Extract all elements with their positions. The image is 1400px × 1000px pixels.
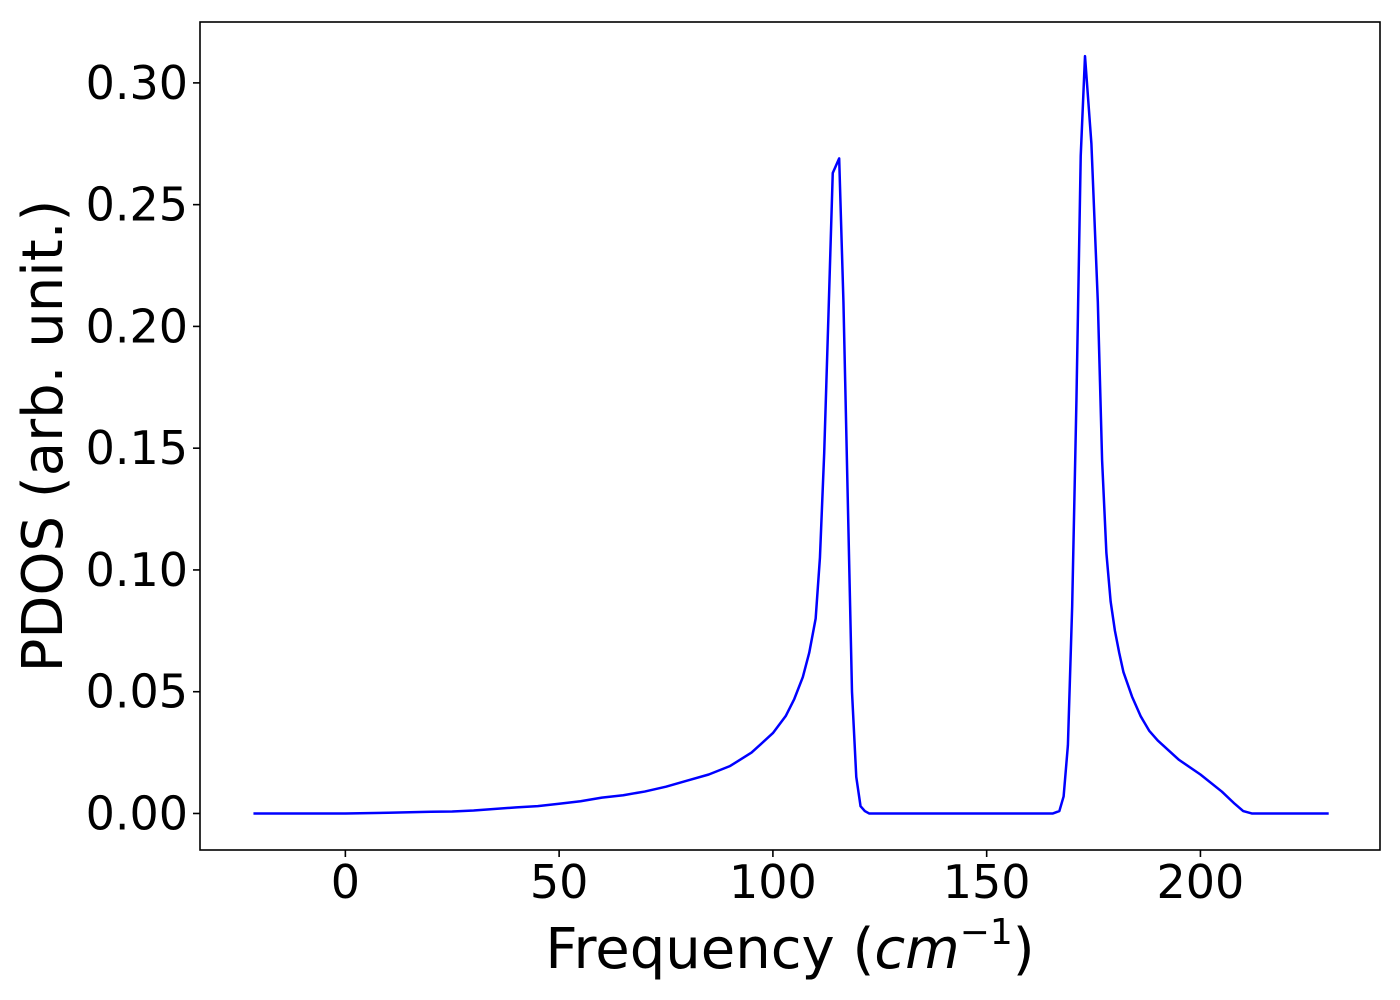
x-tick-label: 200 — [1157, 855, 1245, 909]
y-tick-label: 0.00 — [86, 786, 188, 840]
plot-frame — [199, 21, 1381, 851]
x-tick-label: 100 — [729, 855, 817, 909]
x-tick-label: 50 — [530, 855, 589, 909]
y-axis-title: PDOS (arb. unit.) — [11, 200, 76, 673]
y-tick-label: 0.05 — [86, 665, 188, 719]
y-tick-label: 0.10 — [86, 543, 188, 597]
y-tick-label: 0.15 — [86, 421, 188, 475]
y-tick-label: 0.25 — [86, 178, 188, 232]
x-tick-label: 0 — [331, 855, 360, 909]
x-tick-label: 150 — [943, 855, 1031, 909]
x-axis-ticks: 0 50 100 150 200 — [331, 850, 1245, 909]
y-tick-label: 0.30 — [86, 56, 188, 110]
y-tick-label: 0.20 — [86, 299, 188, 353]
y-axis-ticks: 0.00 0.05 0.10 0.15 0.20 0.25 0.30 — [86, 56, 200, 840]
pdos-series-line — [253, 54, 1329, 815]
x-axis-title: Frequency (cm−1) — [545, 912, 1034, 982]
